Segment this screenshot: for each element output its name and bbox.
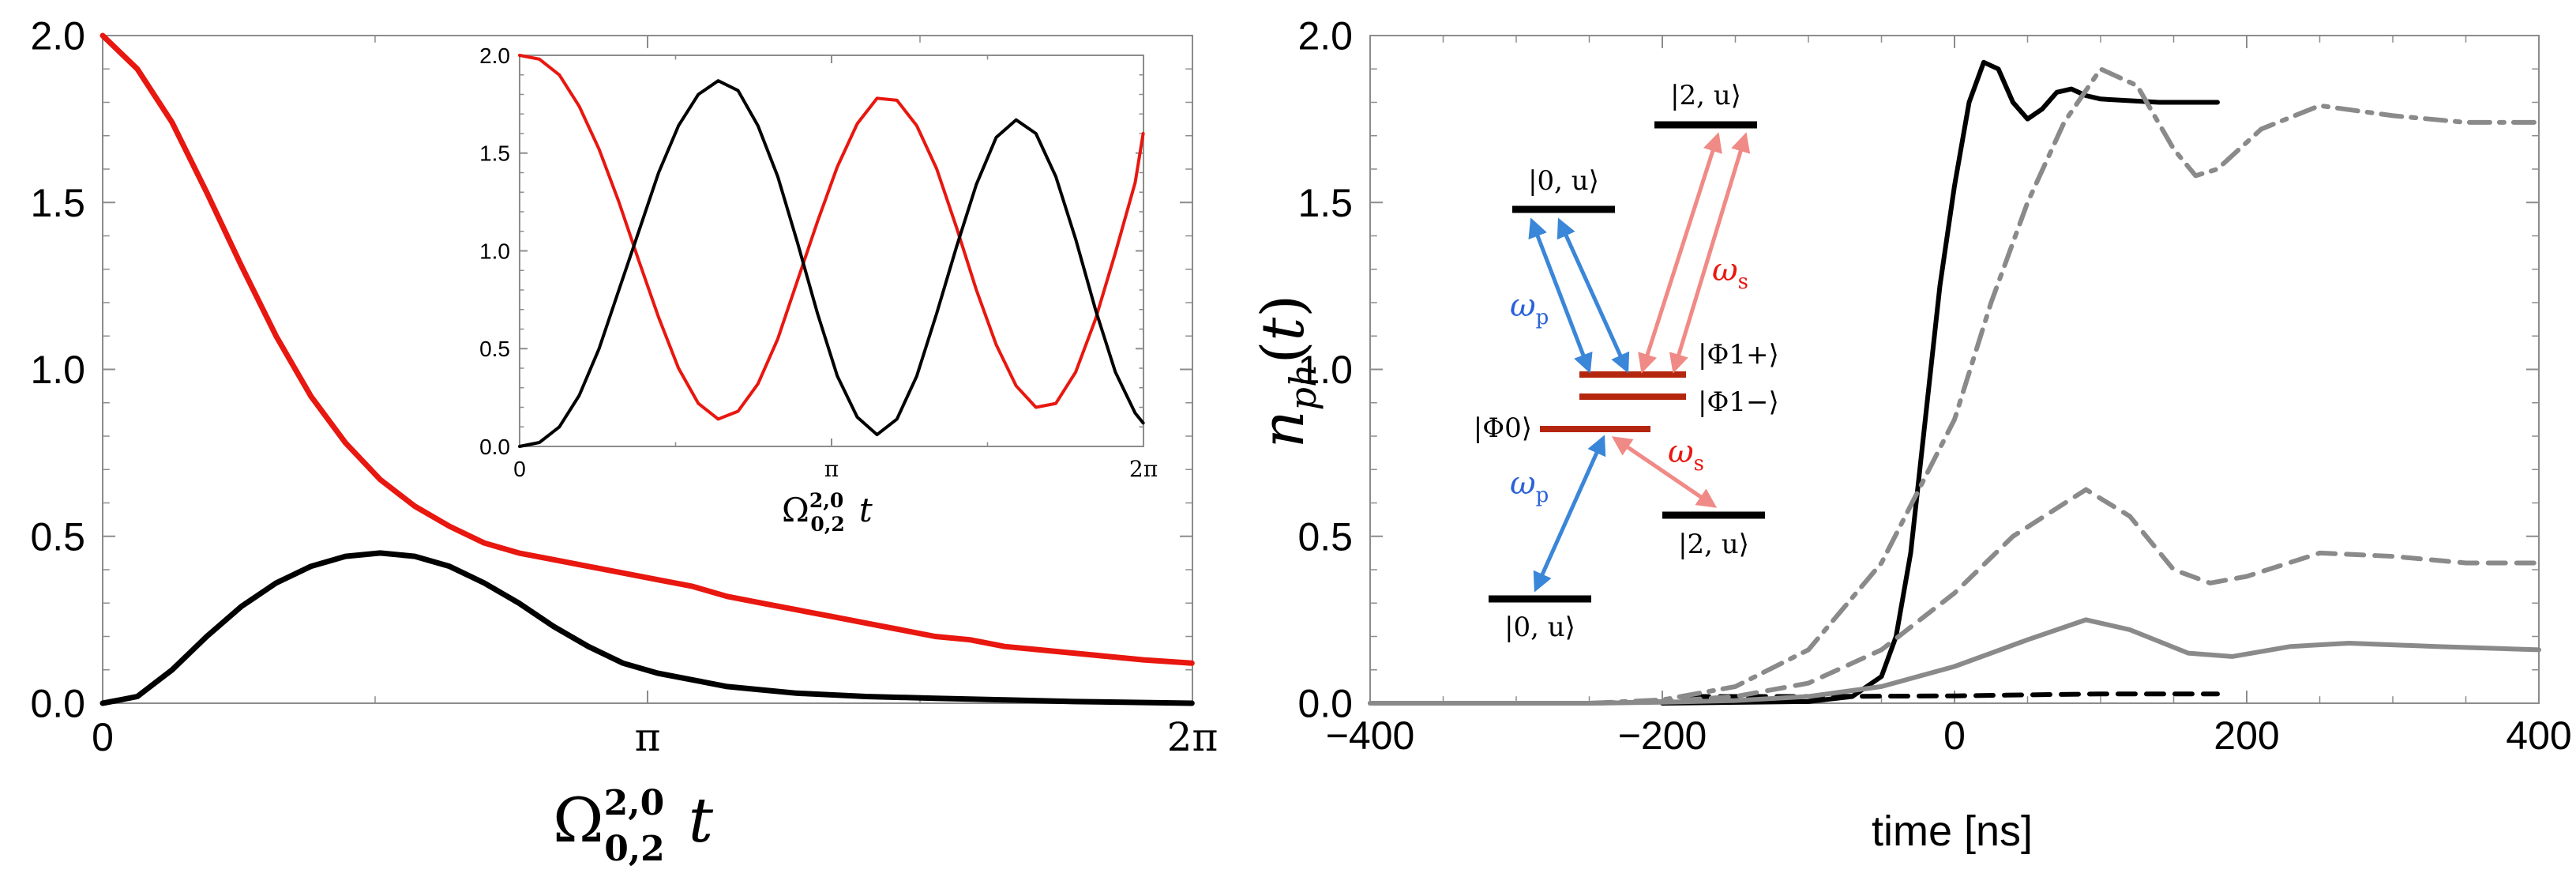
y-tick-label: 1.5 (479, 141, 510, 166)
y-tick-label: 2.0 (479, 43, 510, 68)
inset-x-axis-label: Ω2,0 0,2 t (782, 489, 873, 536)
x-tick-label: 400 (2506, 713, 2571, 758)
x-tick-label: 200 (2214, 713, 2279, 758)
inset-series (518, 54, 1145, 448)
inset-background (520, 55, 1143, 446)
left-axis-ticks: 0 π 2π 0.0 0.5 1.0 1.5 2.0 (30, 14, 1218, 761)
level-label-0u-top: |0, u⟩ (1528, 165, 1599, 197)
omega-s-label-top: ωs (1712, 252, 1748, 294)
series-line-black (100, 550, 1195, 706)
left-series (100, 32, 1195, 706)
series-line-red (518, 54, 1145, 421)
y-tick-label: 0.5 (1297, 514, 1353, 559)
level-label-0u-bottom: |0, u⟩ (1504, 612, 1575, 643)
omega-s-label-bottom: ωs (1668, 434, 1704, 476)
arrow-stokes-top-1 (1638, 132, 1722, 374)
level-label-phi1minus: |Φ1−⟩ (1698, 386, 1779, 418)
y-tick-label: 0.0 (479, 435, 510, 459)
arrow-pump-top-1 (1528, 217, 1593, 374)
series-line-black (518, 79, 1145, 448)
y-tick-label: 0.0 (1297, 682, 1353, 726)
inset-chart: 0 π 2π 0.0 0.5 1.0 1.5 2.0 Ω2,0 0,2 t (479, 43, 1158, 536)
x-tick-label: −200 (1618, 713, 1707, 758)
level-label-2u-bottom: |2, u⟩ (1678, 529, 1749, 560)
x-tick-label: π (635, 714, 661, 760)
x-tick-label: −400 (1326, 713, 1415, 758)
x-tick-label: 0 (92, 715, 114, 759)
y-tick-label: 1.0 (479, 239, 510, 263)
right-y-axis-label: nph(t) (1249, 295, 1324, 448)
series-line-black-dashed (1689, 691, 2220, 699)
right-series (1368, 59, 2541, 706)
arrow-pump-top-2 (1556, 217, 1630, 374)
x-tick-label: 0 (513, 457, 526, 481)
y-tick-label: 2.0 (1297, 14, 1353, 58)
y-tick-label: 2.0 (30, 14, 85, 58)
series-line-gray-dashed (1368, 487, 2541, 706)
x-tick-label: π (824, 456, 839, 482)
x-tick-label: 2π (1129, 456, 1158, 482)
left-chart: 0 π 2π 0.0 0.5 1.0 1.5 2.0 Ω2,0 0,2 t (30, 14, 1218, 870)
series-line-black-solid (1660, 59, 2220, 706)
series-line-gray-dashdot (1368, 66, 2541, 706)
level-label-phi1plus: |Φ1+⟩ (1698, 339, 1779, 371)
x-tick-label: 0 (1943, 713, 1966, 758)
left-x-axis-label: Ω2,0 0,2 t (553, 783, 714, 869)
x-tick-label: 2π (1167, 714, 1219, 760)
y-tick-label: 1.5 (1297, 181, 1353, 225)
omega-p-label-top: ωp (1510, 288, 1549, 329)
level-diagram: |0, u⟩ |2, u⟩ |Φ1+⟩ |Φ1−⟩ |Φ0⟩ |2, u⟩ |0… (1474, 80, 1779, 643)
y-tick-label: 0.5 (479, 337, 510, 361)
level-label-2u-top: |2, u⟩ (1670, 80, 1741, 111)
series-line-gray-solid (1368, 617, 2541, 706)
right-chart: −400 −200 0 200 400 0.0 0.5 1.0 1.5 2.0 time [ns]… (1249, 14, 2572, 856)
y-tick-label: 1.0 (1297, 348, 1353, 392)
series-line-red (100, 32, 1195, 666)
arrow-stokes-top-2 (1669, 132, 1751, 374)
right-axis-ticks: −400 −200 0 200 400 0.0 0.5 1.0 1.5 2.0 (1297, 14, 2571, 759)
arrow-stokes-bottom (1611, 436, 1718, 508)
inset-axis-ticks: 0 π 2π 0.0 0.5 1.0 1.5 2.0 (479, 43, 1158, 482)
right-x-axis-label: time [ns] (1872, 808, 2033, 855)
arrow-pump-bottom (1533, 435, 1606, 593)
level-label-phi0: |Φ0⟩ (1474, 412, 1532, 444)
omega-p-label-bottom: ωp (1510, 465, 1549, 507)
y-tick-label: 0.0 (30, 682, 85, 726)
y-tick-label: 0.5 (30, 514, 85, 559)
y-tick-label: 1.0 (30, 348, 85, 392)
y-tick-label: 1.5 (30, 181, 85, 225)
right-plot-frame (1369, 35, 2540, 704)
